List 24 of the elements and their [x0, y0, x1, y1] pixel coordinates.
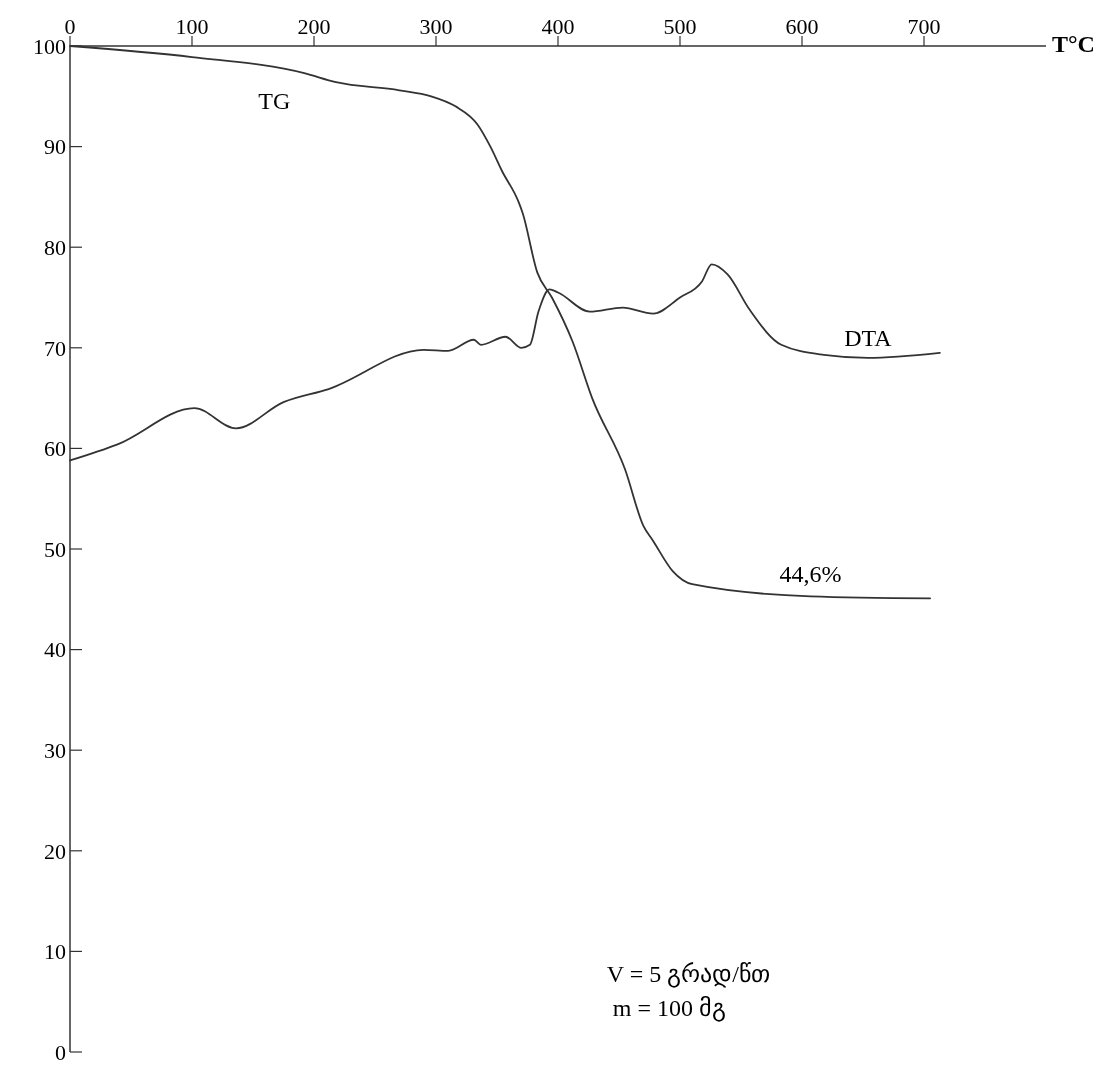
series-label: DTA [844, 324, 893, 351]
x-axis-title: T°C [1052, 31, 1095, 57]
y-tick-label: 50 [44, 536, 66, 562]
x-tick-label: 700 [907, 14, 941, 39]
y-tick-label: 70 [44, 335, 66, 361]
y-tick-label: 40 [44, 637, 66, 663]
annotation: m = 100 მგ [612, 995, 726, 1022]
y-tick-label: 60 [44, 436, 66, 462]
x-tick-label: 200 [297, 14, 331, 39]
x-tick-label: 100 [175, 14, 209, 39]
y-tick-label: 90 [44, 134, 66, 160]
y-tick-label: 0 [55, 1039, 66, 1065]
y-tick-label: 30 [44, 737, 66, 763]
y-tick-label: 20 [44, 838, 66, 864]
y-tick-label: 10 [44, 939, 66, 965]
x-tick-label: 400 [541, 14, 575, 39]
x-tick-label: 500 [663, 14, 697, 39]
series-label: TG [258, 88, 291, 115]
annotation: 44,6% [779, 561, 842, 588]
x-tick-label: 300 [419, 14, 453, 39]
y-tick-label: 80 [44, 234, 66, 260]
x-tick-label: 600 [785, 14, 819, 39]
annotation: V = 5 გრად/წთ [606, 961, 770, 988]
y-tick-label: 100 [33, 33, 66, 59]
